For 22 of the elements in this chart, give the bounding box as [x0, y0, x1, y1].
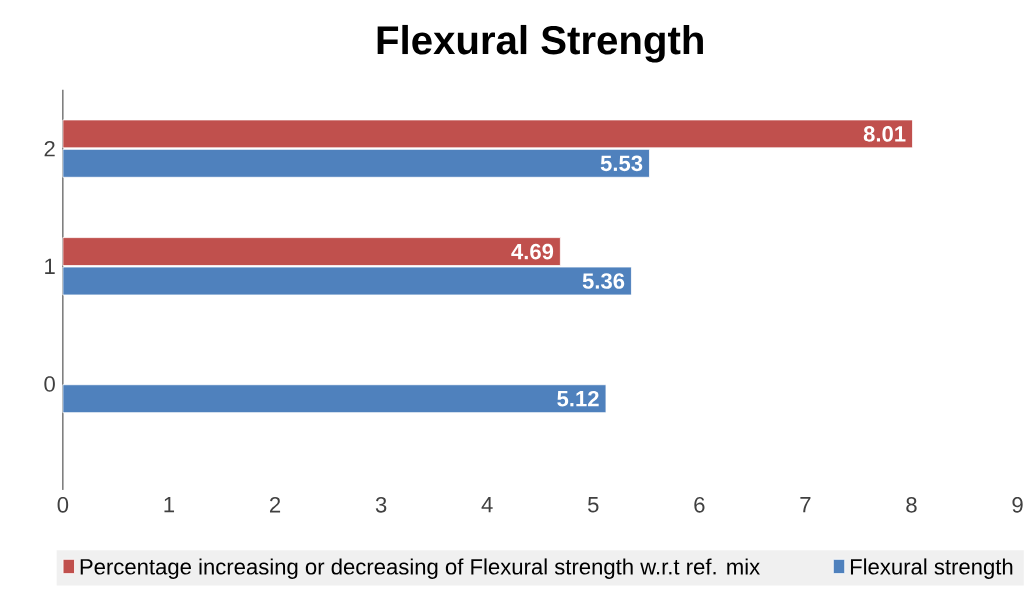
data-label: 5.53: [600, 155, 643, 172]
y-tick-label: 2: [44, 140, 55, 157]
chart-title: Flexural Strength: [377, 24, 703, 63]
x-tick-label: 7: [800, 497, 811, 513]
y-tick-label: 0: [44, 376, 55, 392]
legend-label: Percentage increasing or decreasing of Flexural strength w.r.t ref. mix: [80, 558, 760, 579]
data-label: 5.12: [557, 390, 599, 407]
x-tick-label: 9: [1012, 497, 1023, 513]
x-tick-label: 5: [588, 497, 599, 513]
x-tick-label: 3: [375, 497, 387, 513]
data-label: 8.01: [863, 126, 906, 142]
x-tick-label: 1: [164, 497, 175, 513]
data-label: 5.36: [582, 273, 625, 289]
y-tick-label: 1: [45, 258, 55, 274]
bar: [62, 384, 607, 414]
data-label: 4.69: [511, 243, 554, 260]
legend-label: Flexural strength: [850, 558, 1013, 579]
x-tick-label: 8: [906, 497, 917, 513]
x-tick-label: 2: [269, 497, 281, 513]
x-tick-label: 6: [694, 497, 705, 513]
x-tick-label: 0: [57, 497, 69, 513]
x-tick-label: 4: [481, 497, 493, 513]
